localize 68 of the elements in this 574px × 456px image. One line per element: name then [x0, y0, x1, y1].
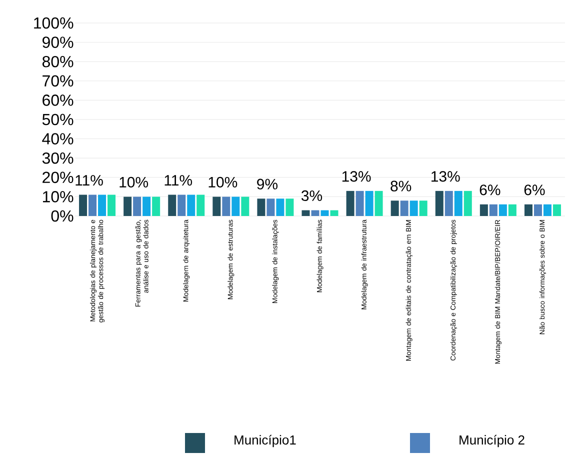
bar [320, 210, 329, 216]
y-tick-label: 0% [51, 210, 74, 222]
data-label: 13% [432, 171, 460, 182]
bar [419, 200, 428, 216]
bar [222, 196, 230, 216]
y-tick-label: 70% [42, 75, 74, 87]
bar [444, 190, 453, 216]
bar [489, 204, 498, 216]
y-tick-label: 10% [43, 191, 74, 202]
data-label: 6% [480, 184, 500, 196]
legend-label: Município 2 [460, 434, 524, 448]
bar [552, 204, 561, 216]
y-tick-label: 30% [42, 152, 74, 164]
bar [257, 198, 266, 216]
data-label: 8% [390, 180, 412, 192]
bar [276, 198, 284, 216]
bar [79, 194, 88, 216]
bar [454, 190, 462, 216]
bar [108, 194, 116, 216]
bar [356, 190, 364, 216]
bar [374, 190, 383, 216]
data-label: 10% [120, 176, 148, 188]
data-label: 10% [208, 176, 238, 188]
y-tick-label: 100% [34, 17, 74, 29]
bar [187, 194, 196, 216]
bar [508, 204, 516, 216]
data-label: 6% [524, 184, 545, 196]
bar [302, 210, 310, 216]
data-label: 9% [257, 178, 278, 190]
bar [168, 194, 176, 216]
bar [390, 200, 399, 216]
bar [435, 190, 444, 216]
bar [365, 190, 374, 216]
data-label: 3% [301, 190, 322, 202]
bar [98, 194, 106, 216]
legend-label: Município1 [234, 434, 296, 448]
y-tick-label: 60% [42, 94, 74, 106]
y-tick-label: 40% [42, 133, 74, 144]
data-label: 11% [164, 175, 192, 186]
bar [311, 210, 320, 216]
bar [266, 198, 275, 216]
y-tick-label: 90% [42, 36, 74, 48]
bar [286, 198, 294, 216]
bar [543, 204, 552, 216]
bar [241, 196, 250, 216]
data-label: 11% [76, 175, 103, 186]
bar [133, 196, 142, 216]
bar [196, 194, 205, 216]
bar [524, 204, 532, 216]
bar [480, 204, 488, 216]
bar [88, 194, 97, 216]
bar [178, 194, 186, 216]
bar [152, 196, 160, 216]
y-tick-label: 20% [42, 172, 74, 184]
data-label: 13% [342, 171, 371, 182]
bar [410, 200, 418, 216]
y-tick-label: 80% [42, 56, 74, 68]
y-tick-label: 50% [42, 114, 74, 126]
bar [464, 190, 472, 216]
bar [498, 204, 507, 216]
bar [346, 190, 354, 216]
bar [330, 210, 338, 216]
bar [124, 196, 132, 216]
bar [232, 196, 240, 216]
bar [142, 196, 151, 216]
bar [400, 200, 408, 216]
bar [212, 196, 221, 216]
bar [534, 204, 542, 216]
